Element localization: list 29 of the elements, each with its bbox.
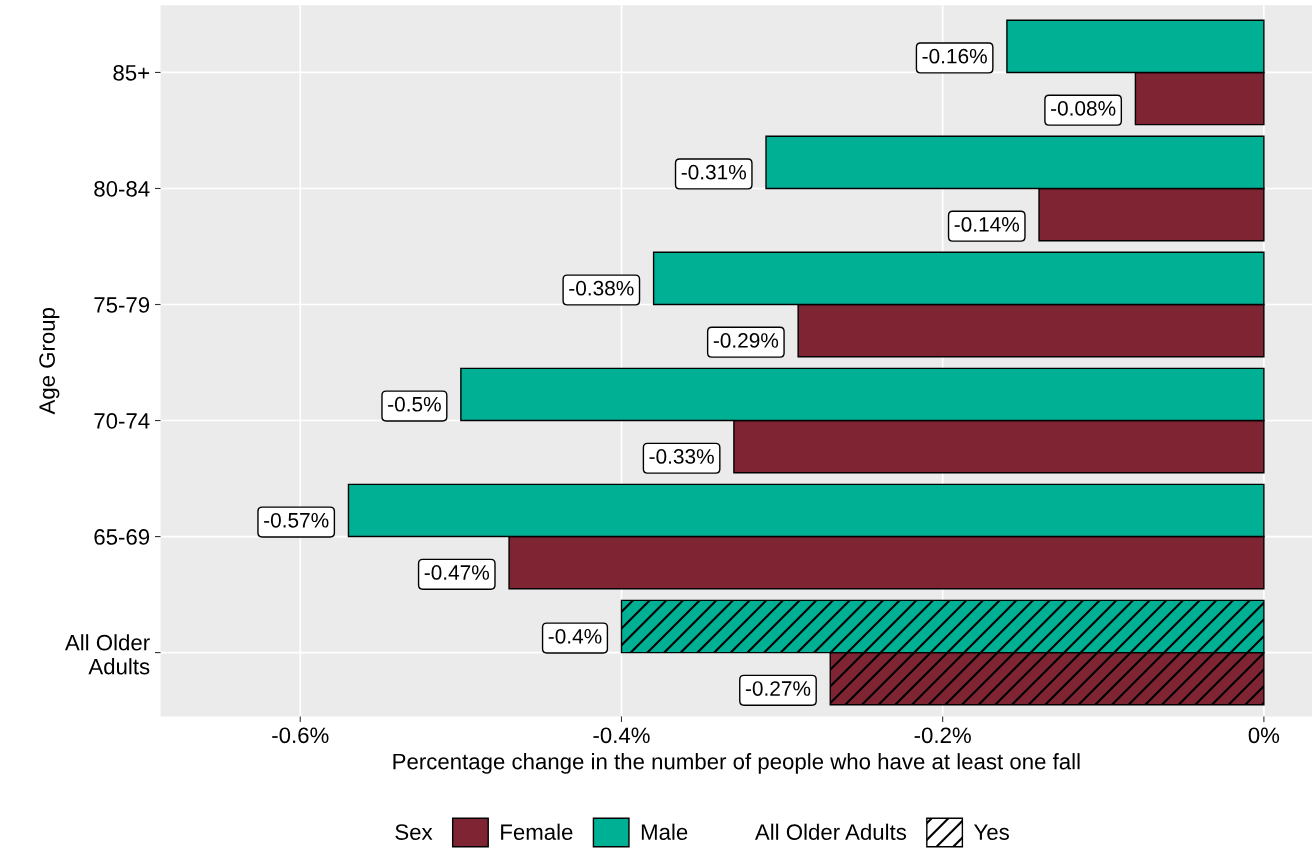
legend-title: Sex (395, 824, 433, 840)
data-label: -0.16% (922, 48, 987, 64)
data-label: -0.47% (424, 565, 490, 580)
data-label: -0.33% (649, 449, 714, 464)
data-label: -0.08% (1051, 101, 1116, 116)
y-tick-label: 65-69 (94, 529, 150, 545)
data-label: -0.57% (264, 512, 329, 528)
data-label: -0.38% (569, 280, 634, 296)
y-tick-label: All Older Adults (64, 634, 150, 675)
x-tick-label: -0.4% (593, 727, 650, 744)
y-axis-title: Age Group (39, 307, 60, 415)
data-label: -0.5% (388, 396, 441, 412)
data-label: -0.27% (745, 681, 811, 696)
data-label: -0.31% (681, 164, 746, 180)
data-label: -0.29% (713, 333, 779, 348)
legend-label: Male (641, 823, 688, 840)
data-label: -0.4% (548, 628, 602, 644)
text: Yes (973, 824, 1009, 840)
data-label: -0.14% (954, 217, 1020, 232)
x-axis-title: Percentage change in the number of people who have at least one fall (393, 753, 1080, 774)
y-tick-label: 85+ (113, 64, 150, 81)
text: All Older Adults (754, 823, 907, 840)
x-tick-label: 0% (1248, 727, 1280, 744)
legend-label: Female (501, 823, 573, 840)
y-tick-label: 75-79 (94, 297, 150, 313)
y-tick-label: 80-84 (94, 181, 150, 197)
x-tick-label: -0.2% (914, 727, 971, 744)
x-tick-label: -0.6% (272, 727, 329, 744)
y-tick-label: 70-74 (94, 413, 150, 429)
